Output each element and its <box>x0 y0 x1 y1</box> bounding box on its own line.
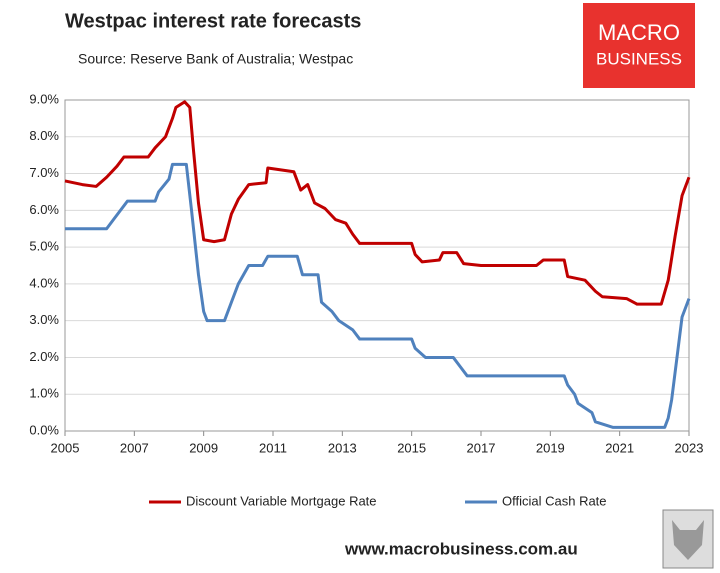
y-tick-label: 6.0% <box>29 202 59 217</box>
logo-box <box>583 3 695 88</box>
x-tick-label: 2021 <box>605 440 634 455</box>
legend-label: Discount Variable Mortgage Rate <box>186 493 377 508</box>
x-tick-label: 2017 <box>467 440 496 455</box>
chart-subtitle: Source: Reserve Bank of Australia; Westp… <box>78 51 353 67</box>
x-tick-label: 2015 <box>397 440 426 455</box>
legend-label: Official Cash Rate <box>502 493 607 508</box>
y-tick-label: 4.0% <box>29 275 59 290</box>
y-tick-label: 9.0% <box>29 91 59 106</box>
y-tick-label: 8.0% <box>29 128 59 143</box>
y-tick-label: 3.0% <box>29 312 59 327</box>
logo-text: MACRO <box>598 20 680 45</box>
plot-border <box>64 99 690 432</box>
line <box>65 162 691 429</box>
x-tick-label: 2005 <box>51 440 80 455</box>
x-tick-label: 2013 <box>328 440 357 455</box>
x-tick-label: 2007 <box>120 440 149 455</box>
footer: www.macrobusiness.com.au <box>344 539 578 558</box>
y-tick-label: 7.0% <box>29 165 59 180</box>
y-tick-label: 2.0% <box>29 349 59 364</box>
y-tick-label: 5.0% <box>29 239 59 254</box>
x-tick-label: 2019 <box>536 440 565 455</box>
chart-title: Westpac interest rate forecasts <box>65 10 361 32</box>
line <box>64 100 691 306</box>
x-tick-label: 2011 <box>259 440 287 455</box>
y-tick-label: 1.0% <box>29 386 59 401</box>
y-tick-label: 0.0% <box>29 422 59 437</box>
logo-text: BUSINESS <box>596 49 682 68</box>
x-tick-label: 2023 <box>675 440 704 455</box>
x-tick-label: 2009 <box>189 440 218 455</box>
wolf-icon-shape <box>672 520 704 560</box>
